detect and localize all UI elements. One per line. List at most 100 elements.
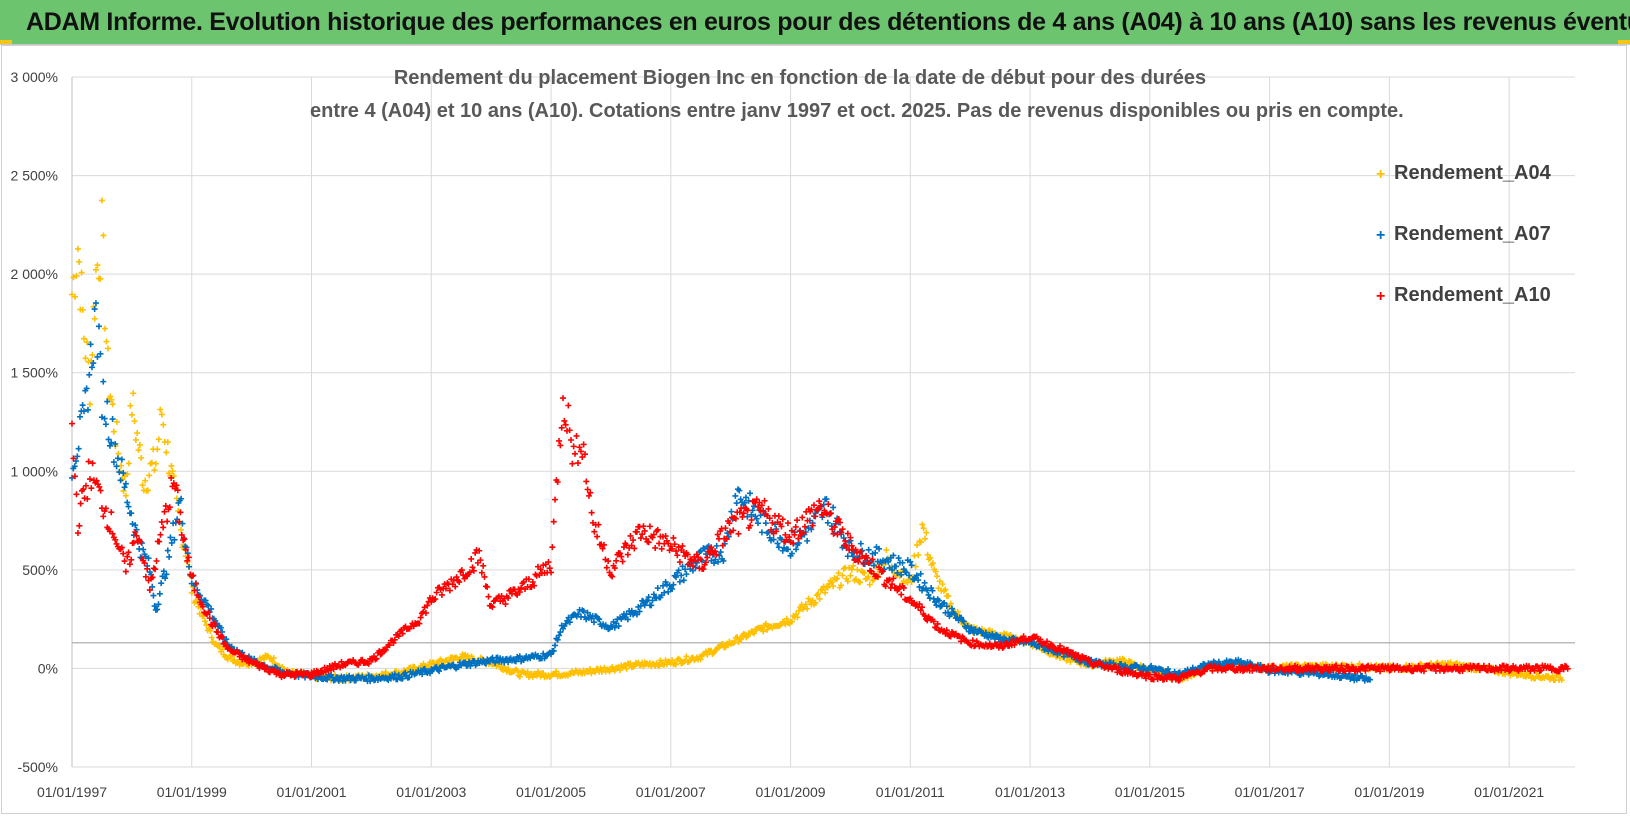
data-point-a07 xyxy=(775,544,782,551)
data-point-a07 xyxy=(749,507,756,514)
data-point-a10 xyxy=(1146,671,1153,678)
data-point-a07 xyxy=(908,562,915,569)
data-point-a04 xyxy=(135,447,142,454)
data-point-a10 xyxy=(195,594,202,601)
data-point-a10 xyxy=(438,591,445,598)
data-point-a04 xyxy=(468,653,475,660)
data-point-a10 xyxy=(882,583,889,590)
data-point-a10 xyxy=(554,479,561,486)
data-point-a04 xyxy=(130,390,137,397)
data-point-a10 xyxy=(182,546,189,553)
data-point-a04 xyxy=(920,525,927,532)
data-point-a04 xyxy=(850,562,857,569)
data-point-a10 xyxy=(264,664,271,671)
data-point-a07 xyxy=(899,559,906,566)
data-point-a10 xyxy=(395,633,402,640)
data-point-a10 xyxy=(531,582,538,589)
data-point-a10 xyxy=(627,532,634,539)
data-point-a07 xyxy=(659,582,666,589)
data-point-a10 xyxy=(686,561,693,568)
data-point-a04 xyxy=(208,634,215,641)
x-tick-label: 01/01/2019 xyxy=(1354,784,1424,800)
data-point-a04 xyxy=(816,595,823,602)
data-point-a04 xyxy=(107,393,114,400)
data-point-a10 xyxy=(1311,667,1318,674)
x-tick-label: 01/01/2013 xyxy=(995,784,1065,800)
data-point-a07 xyxy=(941,599,948,606)
data-point-a10 xyxy=(766,515,773,522)
data-point-a04 xyxy=(80,335,87,342)
data-point-a10 xyxy=(556,437,563,444)
data-point-a10 xyxy=(1338,662,1345,669)
data-point-a07 xyxy=(943,603,950,610)
data-point-a04 xyxy=(168,462,175,469)
data-point-a07 xyxy=(208,605,215,612)
data-point-a04 xyxy=(83,339,90,346)
data-point-a07 xyxy=(74,453,81,460)
data-point-a10 xyxy=(930,618,937,625)
data-point-a10 xyxy=(834,531,841,538)
data-point-a04 xyxy=(207,627,214,634)
data-point-a10 xyxy=(137,538,144,545)
data-point-a10 xyxy=(581,451,588,458)
data-point-a04 xyxy=(103,338,110,345)
data-point-a10 xyxy=(865,560,872,567)
data-point-a10 xyxy=(71,473,78,480)
data-point-a10 xyxy=(736,509,743,516)
data-point-a10 xyxy=(624,551,631,558)
data-point-a10 xyxy=(692,558,699,565)
data-point-a07 xyxy=(720,557,727,564)
data-point-a04 xyxy=(854,566,861,573)
data-point-a07 xyxy=(753,515,760,522)
data-point-a04 xyxy=(848,566,855,573)
data-point-a04 xyxy=(154,446,161,453)
data-point-a10 xyxy=(700,566,707,573)
data-point-a10 xyxy=(735,530,742,537)
data-point-a07 xyxy=(101,415,108,422)
data-point-a07 xyxy=(158,580,165,587)
data-point-a10 xyxy=(921,612,928,619)
data-point-a07 xyxy=(324,676,331,683)
data-point-a10 xyxy=(800,529,807,536)
data-point-a10 xyxy=(390,639,397,646)
data-point-a04 xyxy=(1558,677,1565,684)
data-point-a07 xyxy=(367,678,374,685)
data-point-a10 xyxy=(291,673,298,680)
data-point-a07 xyxy=(223,636,230,643)
data-point-a10 xyxy=(719,542,726,549)
data-point-a10 xyxy=(898,591,905,598)
data-point-a10 xyxy=(570,443,577,450)
data-point-a10 xyxy=(794,517,801,524)
data-point-a07 xyxy=(633,611,640,618)
data-point-a07 xyxy=(205,602,212,609)
y-tick-label: 0% xyxy=(38,660,58,676)
data-point-a04 xyxy=(738,636,745,643)
data-point-a07 xyxy=(492,659,499,666)
data-point-a10 xyxy=(417,614,424,621)
data-point-a10 xyxy=(1075,652,1082,659)
data-point-a07 xyxy=(808,526,815,533)
data-point-a10 xyxy=(157,531,164,538)
data-point-a07 xyxy=(893,563,900,570)
data-point-a10 xyxy=(1377,668,1384,675)
banner-title: ADAM Informe. Evolution historique des p… xyxy=(26,8,1630,36)
legend-item-a07: + Rendement_A07 xyxy=(1376,223,1551,246)
data-point-a10 xyxy=(96,483,103,490)
x-tick-label: 01/01/2011 xyxy=(876,784,945,800)
data-point-a10 xyxy=(1362,667,1369,674)
data-point-a10 xyxy=(765,505,772,512)
data-point-a10 xyxy=(1459,668,1466,675)
data-point-a07 xyxy=(97,350,104,357)
chart-title-line-2: entre 4 (A04) et 10 ans (A10). Cotations… xyxy=(310,100,1404,122)
data-point-a04 xyxy=(751,630,758,637)
data-point-a10 xyxy=(86,476,93,483)
data-point-a04 xyxy=(78,269,85,276)
data-point-a07 xyxy=(118,456,125,463)
data-point-a10 xyxy=(778,523,785,530)
data-point-a10 xyxy=(851,556,858,563)
data-point-a10 xyxy=(74,530,81,537)
data-point-a10 xyxy=(84,495,91,502)
banner-corner-right xyxy=(1618,40,1630,44)
data-point-a10 xyxy=(753,496,760,503)
data-point-a10 xyxy=(162,502,169,509)
